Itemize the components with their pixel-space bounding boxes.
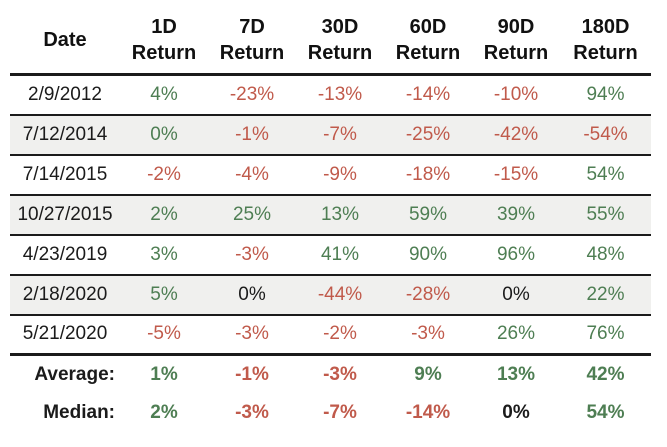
return-value-cell: 59%	[384, 194, 472, 236]
return-value-cell: 3%	[120, 234, 208, 276]
column-header-label: 1D	[151, 16, 177, 38]
return-value-cell: 2%	[120, 194, 208, 236]
summary-value-cell: -1%	[235, 363, 269, 385]
return-value-cell: 26%	[472, 314, 560, 356]
return-value-cell: 39%	[472, 194, 560, 236]
return-value-cell: -25%	[384, 114, 472, 156]
date-cell: 10/27/2015	[10, 194, 120, 236]
return-value-cell: -3%	[208, 314, 296, 356]
summary-row: Average: 1% -1% -3% 9% 13% 42%	[10, 355, 651, 394]
return-value-cell: -14%	[384, 74, 472, 116]
return-value-cell: -10%	[472, 74, 560, 116]
return-value-cell: -9%	[296, 154, 384, 196]
return-value-cell: -1%	[208, 114, 296, 156]
return-value-cell: 0%	[472, 274, 560, 316]
table-row: 2/9/2012 4% -23% -13% -14% -10% 94%	[10, 74, 651, 116]
return-value-cell: 0%	[208, 274, 296, 316]
summary-value-cell: 1%	[150, 363, 178, 385]
column-header-label: Return	[573, 42, 638, 64]
summary-value-cell: -3%	[235, 402, 269, 423]
return-value-cell: 0%	[120, 114, 208, 156]
table-footer: Average: 1% -1% -3% 9% 13% 42% Median: 2% -3% -7% -…	[10, 355, 651, 433]
column-header-label: Date	[43, 29, 87, 51]
column-header-label: 7D	[239, 16, 265, 38]
return-value-cell: 96%	[472, 234, 560, 276]
summary-value-cell: -14%	[405, 402, 451, 423]
table-row: 5/21/2020 -5% -3% -2% -3% 26% 76%	[10, 314, 651, 356]
header-row: Date 1D Return 7D Return 30D Return 60D …	[10, 8, 651, 76]
table-header: Date 1D Return 7D Return 30D Return 60D …	[10, 8, 651, 76]
return-value-cell: 41%	[296, 234, 384, 276]
return-value-cell: -28%	[384, 274, 472, 316]
column-header-date: Date	[10, 8, 120, 76]
column-header-label: Return	[131, 42, 197, 64]
return-value-cell: -23%	[208, 74, 296, 116]
table-row: 7/12/2014 0% -1% -7% -25% -42% -54%	[10, 114, 651, 156]
summary-label: Median:	[43, 402, 115, 423]
return-value-cell: -15%	[472, 154, 560, 196]
column-header-label: 90D	[497, 16, 535, 38]
summary-value-cell: 13%	[496, 363, 536, 385]
return-value-cell: -7%	[296, 114, 384, 156]
return-value-cell: 48%	[560, 234, 651, 276]
return-value-cell: 54%	[560, 154, 651, 196]
date-cell: 4/23/2019	[10, 234, 120, 276]
return-value-cell: 4%	[120, 74, 208, 116]
return-value-cell: -44%	[296, 274, 384, 316]
return-value-cell: 55%	[560, 194, 651, 236]
column-header-label: 30D	[321, 16, 359, 38]
column-header-90d-return: 90D Return	[472, 8, 560, 76]
date-cell: 7/12/2014	[10, 114, 120, 156]
summary-value-cell: 54%	[586, 402, 625, 423]
summary-value-cell: 0%	[502, 402, 530, 423]
date-cell: 7/14/2015	[10, 154, 120, 196]
date-cell: 5/21/2020	[10, 314, 120, 356]
return-value-cell: -5%	[120, 314, 208, 356]
return-value-cell: -4%	[208, 154, 296, 196]
return-value-cell: -42%	[472, 114, 560, 156]
date-cell: 2/9/2012	[10, 74, 120, 116]
column-header-30d-return: 30D Return	[296, 8, 384, 76]
table-row: 4/23/2019 3% -3% 41% 90% 96% 48%	[10, 234, 651, 276]
return-value-cell: -54%	[560, 114, 651, 156]
column-header-180d-return: 180D Return	[560, 8, 651, 76]
summary-value-cell: -7%	[323, 402, 357, 423]
table-row: 2/18/2020 5% 0% -44% -28% 0% 22%	[10, 274, 651, 316]
column-header-label: 180D	[581, 16, 630, 38]
return-value-cell: -13%	[296, 74, 384, 116]
column-header-60d-return: 60D Return	[384, 8, 472, 76]
return-value-cell: -18%	[384, 154, 472, 196]
table-body: 2/9/2012 4% -23% -13% -14% -10% 94% 7/12/2014 0%…	[10, 74, 651, 356]
return-value-cell: -3%	[208, 234, 296, 276]
column-header-label: Return	[219, 42, 285, 64]
column-header-label: Return	[395, 42, 461, 64]
date-cell: 2/18/2020	[10, 274, 120, 316]
return-value-cell: 90%	[384, 234, 472, 276]
return-value-cell: 5%	[120, 274, 208, 316]
return-value-cell: 13%	[296, 194, 384, 236]
table-row: 7/14/2015 -2% -4% -9% -18% -15% 54%	[10, 154, 651, 196]
summary-value-cell: 42%	[586, 363, 625, 385]
summary-value-cell: -3%	[323, 363, 357, 385]
summary-value-cell: 9%	[414, 363, 442, 385]
return-value-cell: -2%	[120, 154, 208, 196]
summary-row: Median: 2% -3% -7% -14% 0% 54%	[10, 394, 651, 433]
column-header-label: 60D	[409, 16, 447, 38]
return-value-cell: 94%	[560, 74, 651, 116]
return-value-cell: 25%	[208, 194, 296, 236]
return-value-cell: -3%	[384, 314, 472, 356]
return-value-cell: 76%	[560, 314, 651, 356]
column-header-1d-return: 1D Return	[120, 8, 208, 76]
column-header-7d-return: 7D Return	[208, 8, 296, 76]
column-header-label: Return	[307, 42, 373, 64]
table-row: 10/27/2015 2% 25% 13% 59% 39% 55%	[10, 194, 651, 236]
return-value-cell: -2%	[296, 314, 384, 356]
column-header-label: Return	[483, 42, 549, 64]
return-value-cell: 22%	[560, 274, 651, 316]
summary-label: Average:	[34, 363, 115, 385]
summary-value-cell: 2%	[150, 402, 178, 423]
returns-table: Date 1D Return 7D Return 30D Return 60D …	[10, 8, 651, 433]
